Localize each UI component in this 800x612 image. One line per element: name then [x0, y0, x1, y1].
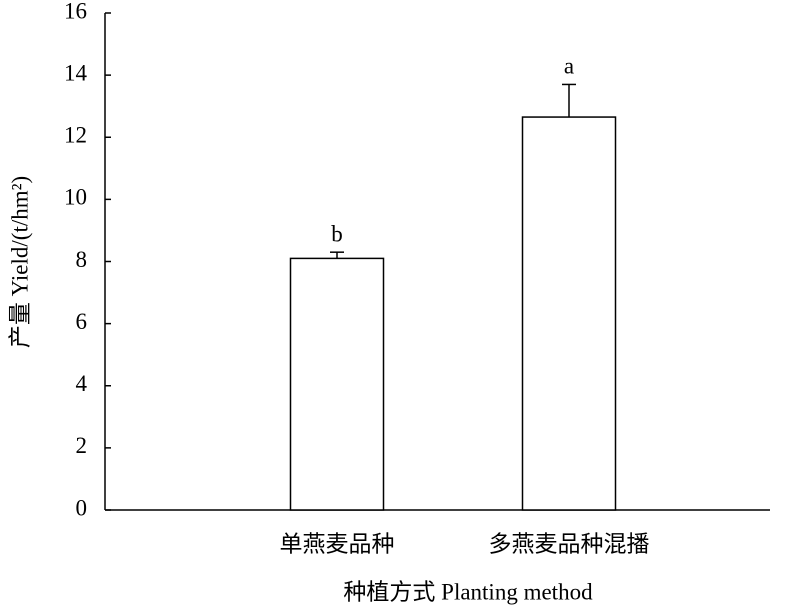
- error-bar: [330, 251, 344, 259]
- y-tick-label: 8: [76, 247, 88, 272]
- bar: [289, 257, 385, 511]
- bar: [521, 116, 617, 511]
- y-tick-label: 16: [64, 0, 87, 23]
- x-tick-label: 多燕麦品种混播: [489, 531, 650, 556]
- y-tick-label: 4: [76, 371, 88, 396]
- y-tick-label: 6: [76, 309, 88, 334]
- y-tick-label: 14: [64, 60, 88, 85]
- x-axis-label: 种植方式 Planting method: [343, 579, 593, 604]
- y-tick-label: 0: [76, 495, 88, 520]
- error-bar: [562, 83, 576, 118]
- y-tick-label: 10: [64, 185, 87, 210]
- y-tick-label: 12: [64, 123, 87, 148]
- significance-letter: a: [564, 54, 574, 79]
- y-axis-label: 产量 Yield/(t/hm²): [7, 176, 32, 348]
- significance-letter: b: [331, 221, 343, 246]
- x-tick-label: 单燕麦品种: [280, 531, 395, 556]
- y-tick-label: 2: [76, 433, 88, 458]
